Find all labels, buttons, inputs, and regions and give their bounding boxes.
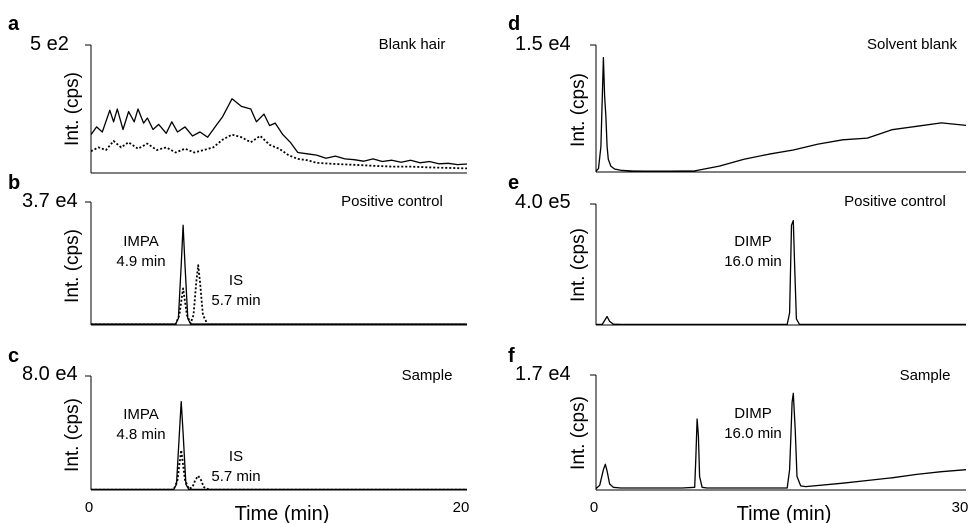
y-axis-title-b: Int. (cps) xyxy=(62,229,83,303)
peak-annotation-e-0-1: 16.0 min xyxy=(724,253,782,270)
peak-annotation-c-1-0: IS xyxy=(229,448,243,465)
x-axis-title-f: Time (min) xyxy=(737,503,832,523)
panel-label-a: a xyxy=(8,13,20,35)
x-tick-label-f-start: 0 xyxy=(590,499,598,516)
trace-d-solid xyxy=(595,57,967,172)
panel-title-a: Blank hair xyxy=(379,36,446,53)
x-axis-title-c: Time (min) xyxy=(235,503,330,523)
y-max-label-d: 1.5 e4 xyxy=(515,33,571,55)
peak-annotation-c-0-0: IMPA xyxy=(123,406,159,423)
trace-b-dotted xyxy=(91,264,467,326)
y-max-label-a: 5 e2 xyxy=(30,33,69,55)
x-tick-label-f-end: 30 xyxy=(952,499,969,516)
peak-annotation-f-0-1: 16.0 min xyxy=(724,425,782,442)
y-max-label-b: 3.7 e4 xyxy=(22,190,78,212)
peak-annotation-c-1-1: 5.7 min xyxy=(211,468,260,485)
panel-title-b: Positive control xyxy=(341,193,443,210)
trace-a-dotted xyxy=(90,133,468,170)
peak-annotation-b-0-0: IMPA xyxy=(123,233,159,250)
y-axis-title-a: Int. (cps) xyxy=(62,72,83,146)
peak-annotation-c-0-1: 4.8 min xyxy=(116,426,165,443)
peak-annotation-e-0-0: DIMP xyxy=(734,233,772,250)
peak-annotation-b-1-0: IS xyxy=(229,272,243,289)
y-axis-title-d: Int. (cps) xyxy=(568,73,589,147)
trace-f-solid xyxy=(595,392,967,490)
y-max-label-c: 8.0 e4 xyxy=(22,363,78,385)
panel-label-c: c xyxy=(8,345,19,367)
peak-annotation-f-0-0: DIMP xyxy=(734,405,772,422)
panel-title-f: Sample xyxy=(900,367,951,384)
panel-title-c: Sample xyxy=(402,367,453,384)
panel-label-f: f xyxy=(508,345,515,367)
panel-label-e: e xyxy=(508,172,519,194)
trace-c-dotted xyxy=(91,449,467,491)
trace-a-solid xyxy=(90,98,468,166)
y-max-label-e: 4.0 e5 xyxy=(515,191,571,213)
peak-annotation-b-0-1: 4.9 min xyxy=(116,253,165,270)
peak-annotation-b-1-1: 5.7 min xyxy=(211,292,260,309)
y-max-label-f: 1.7 e4 xyxy=(515,363,571,385)
panel-title-d: Solvent blank xyxy=(867,36,958,53)
panel-label-d: d xyxy=(508,13,520,35)
trace-e-solid xyxy=(596,219,966,326)
y-axis-title-c: Int. (cps) xyxy=(62,398,83,472)
panel-title-e: Positive control xyxy=(844,193,946,210)
y-axis-title-e: Int. (cps) xyxy=(568,228,589,302)
x-tick-label-c-start: 0 xyxy=(85,499,93,516)
panel-label-b: b xyxy=(8,172,20,194)
x-tick-label-c-end: 20 xyxy=(453,499,470,516)
y-axis-title-f: Int. (cps) xyxy=(568,396,589,470)
